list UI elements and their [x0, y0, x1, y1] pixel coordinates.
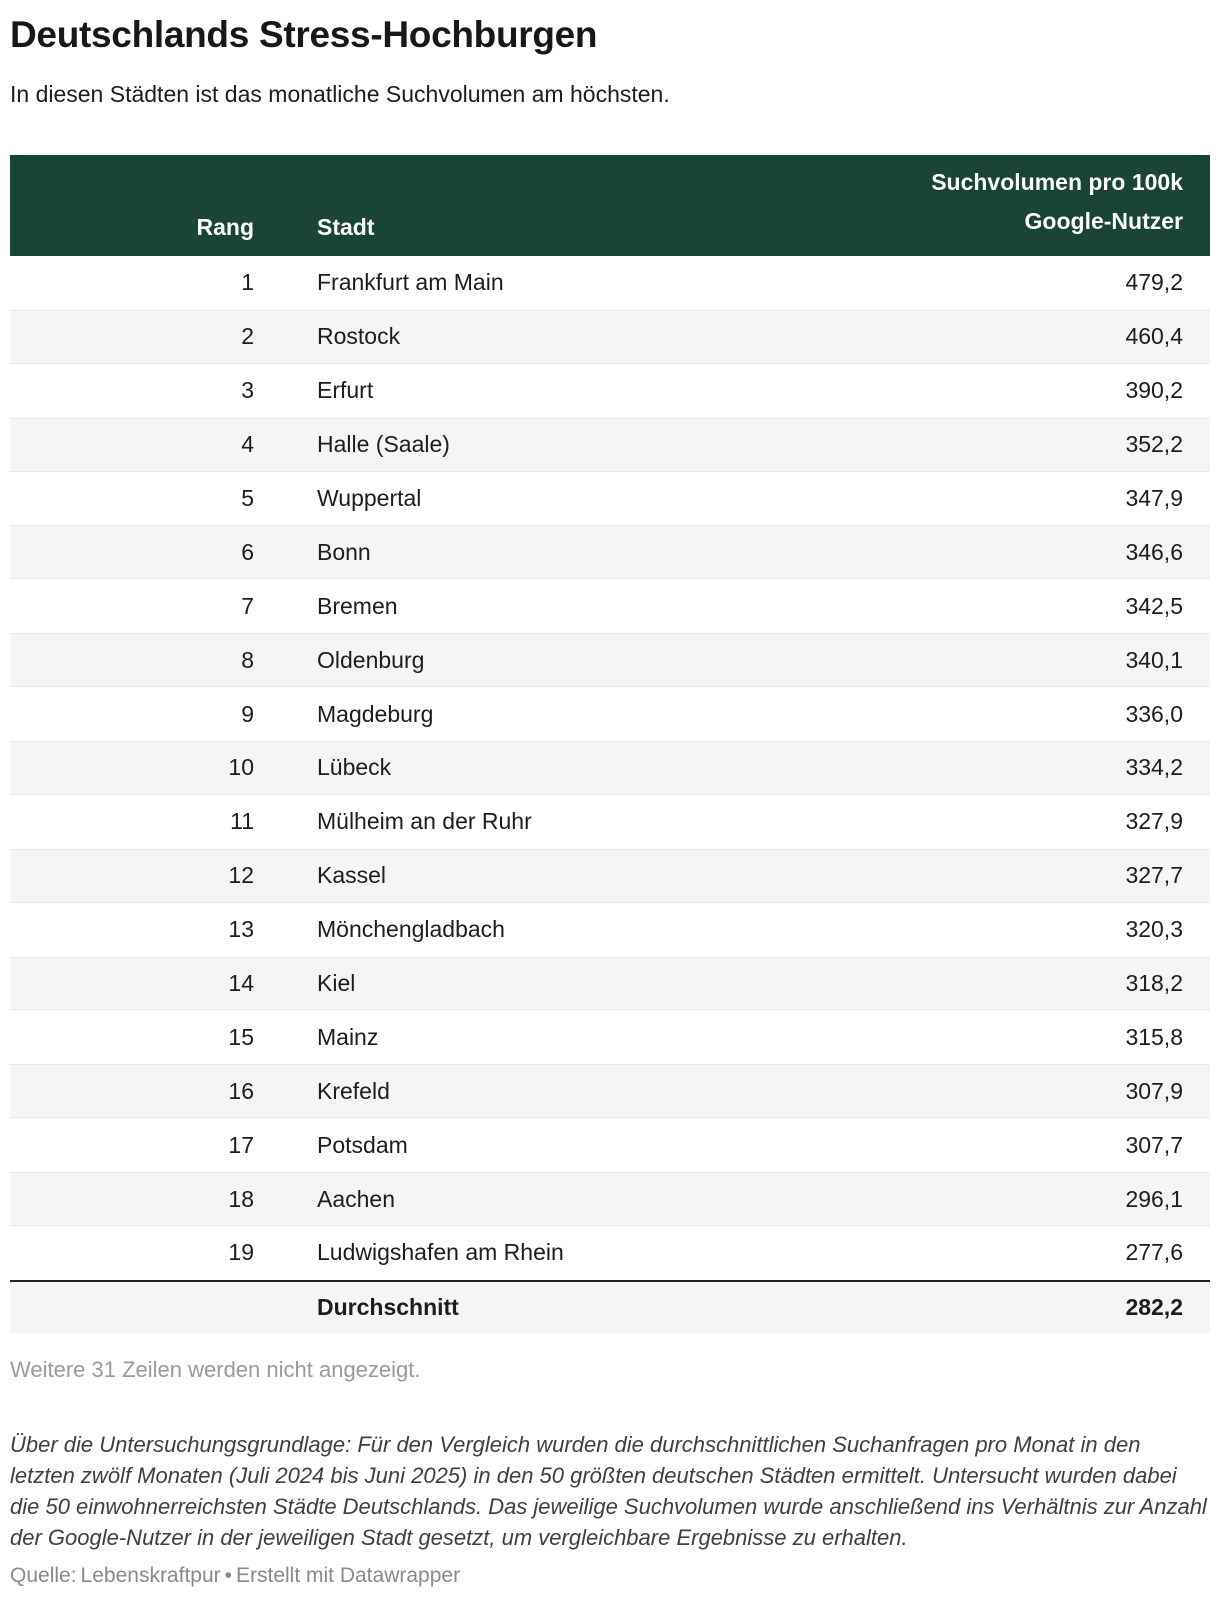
rank-cell: 11	[230, 808, 254, 835]
summary-city-cell: Durchschnitt	[317, 1293, 459, 1320]
table-row: 15 Mainz 315,8	[10, 1010, 1210, 1065]
rank-cell: 1	[241, 269, 254, 296]
rank-cell: 3	[241, 377, 254, 404]
city-cell: Kiel	[317, 970, 356, 997]
rank-cell: 10	[228, 754, 254, 781]
table-row: 6 Bonn 346,6	[10, 525, 1210, 580]
table-row: 4 Halle (Saale) 352,2	[10, 417, 1210, 472]
table-row: 3 Erfurt 390,2	[10, 363, 1210, 418]
city-cell: Rostock	[317, 323, 401, 350]
city-cell: Mülheim an der Ruhr	[317, 808, 532, 835]
city-cell: Aachen	[317, 1185, 396, 1212]
methodology-note: Über die Untersuchungsgrundlage: Für den…	[10, 1431, 1207, 1550]
rank-cell: 5	[241, 485, 254, 511]
rank-cell: 4	[241, 431, 254, 458]
rank-cell: 6	[241, 538, 254, 565]
hidden-rows-note: Weitere 31 Zeilen werden nicht angezeigt…	[10, 1356, 421, 1382]
value-cell: 346,6	[1125, 538, 1183, 565]
rank-cell: 18	[228, 1185, 254, 1212]
rank-cell: 7	[241, 592, 254, 619]
value-cell: 315,8	[1125, 1023, 1183, 1050]
value-cell: 334,2	[1125, 754, 1183, 781]
city-cell: Mönchengladbach	[317, 916, 505, 943]
rank-cell: 2	[241, 323, 254, 350]
city-cell: Ludwigshafen am Rhein	[317, 1239, 564, 1266]
source-line: Quelle: Lebenskraftpur • Erstellt mit Dataw…	[10, 1564, 1210, 1588]
table-row: 7 Bremen 342,5	[10, 579, 1210, 634]
rank-cell: 19	[228, 1239, 254, 1266]
table-row: 5 Wuppertal 347,9	[10, 471, 1210, 526]
table-body: 1 Frankfurt am Main 479,2 2 Rostock 460,…	[10, 256, 1210, 1280]
summary-row: Durchschnitt 282,2	[10, 1279, 1210, 1333]
column-header-rank: Rang	[196, 214, 255, 240]
table-row: 10 Lübeck 334,2	[10, 741, 1210, 795]
value-cell: 320,3	[1125, 916, 1183, 943]
page-subtitle: In diesen Städten ist das monatliche Suc…	[10, 81, 670, 107]
rank-cell: 16	[228, 1077, 254, 1104]
table-row: 19 Ludwigshafen am Rhein 277,6	[10, 1226, 1210, 1280]
city-cell: Kassel	[317, 862, 387, 889]
value-cell: 327,7	[1125, 862, 1183, 889]
column-header-value: Suchvolumen pro 100k Google-Nutzer	[931, 169, 1183, 234]
rank-cell: 12	[228, 862, 254, 889]
value-cell: 479,2	[1125, 269, 1183, 296]
rank-cell: 14	[228, 970, 254, 997]
value-cell: 296,1	[1125, 1185, 1183, 1212]
value-cell: 390,2	[1125, 377, 1183, 404]
city-cell: Krefeld	[317, 1077, 390, 1104]
chart-container: Deutschlands Stress-Hochburgen In diesen…	[0, 14, 1220, 1588]
table-row: 1 Frankfurt am Main 479,2	[10, 256, 1210, 310]
page-title: Deutschlands Stress-Hochburgen	[10, 14, 598, 55]
table-row: 14 Kiel 318,2	[10, 956, 1210, 1011]
city-cell: Bremen	[317, 592, 398, 619]
summary-value-cell: 282,2	[1125, 1293, 1183, 1320]
city-cell: Frankfurt am Main	[317, 269, 504, 296]
city-cell: Wuppertal	[317, 485, 422, 511]
rank-cell: 13	[228, 916, 254, 943]
source-name: Lebenskraftpur	[80, 1563, 221, 1587]
table-row: 2 Rostock 460,4	[10, 309, 1210, 364]
value-cell: 342,5	[1125, 592, 1183, 619]
table-row: 16 Krefeld 307,9	[10, 1064, 1210, 1119]
value-cell: 307,7	[1125, 1131, 1183, 1158]
rank-cell: 8	[241, 646, 254, 673]
table-row: 17 Potsdam 307,7	[10, 1118, 1210, 1173]
city-cell: Lübeck	[317, 754, 392, 781]
rank-cell: 15	[228, 1023, 254, 1050]
value-cell: 352,2	[1125, 431, 1183, 458]
city-cell: Erfurt	[317, 377, 374, 404]
data-table: Rang Stadt Suchvolumen pro 100k Google-N…	[10, 155, 1210, 1333]
value-cell: 277,6	[1125, 1239, 1183, 1266]
city-cell: Magdeburg	[317, 700, 434, 727]
table-row: 9 Magdeburg 336,0	[10, 687, 1210, 742]
source-label: Quelle:	[10, 1563, 77, 1587]
city-cell: Bonn	[317, 538, 371, 565]
table-row: 12 Kassel 327,7	[10, 848, 1210, 903]
city-cell: Potsdam	[317, 1131, 408, 1158]
value-cell: 340,1	[1125, 646, 1183, 673]
value-cell: 336,0	[1125, 700, 1183, 727]
value-cell: 460,4	[1125, 323, 1183, 350]
city-cell: Halle (Saale)	[317, 431, 450, 458]
city-cell: Mainz	[317, 1023, 379, 1050]
rank-cell: 17	[228, 1131, 254, 1158]
city-cell: Oldenburg	[317, 646, 425, 673]
value-cell: 307,9	[1125, 1077, 1183, 1104]
value-cell: 327,9	[1125, 808, 1183, 835]
rank-cell: 9	[241, 700, 254, 727]
column-header-city: Stadt	[317, 214, 375, 240]
table-row: 8 Oldenburg 340,1	[10, 633, 1210, 688]
table-row: 11 Mülheim an der Ruhr 327,9	[10, 794, 1210, 849]
table-header-row: Rang Stadt Suchvolumen pro 100k Google-N…	[10, 155, 1210, 256]
datawrapper-attribution: Erstellt mit Datawrapper	[236, 1563, 461, 1587]
value-cell: 318,2	[1125, 970, 1183, 997]
source-separator: •	[224, 1563, 232, 1587]
table-row: 13 Mönchengladbach 320,3	[10, 902, 1210, 957]
value-cell: 347,9	[1125, 485, 1183, 511]
table-row: 18 Aachen 296,1	[10, 1172, 1210, 1227]
